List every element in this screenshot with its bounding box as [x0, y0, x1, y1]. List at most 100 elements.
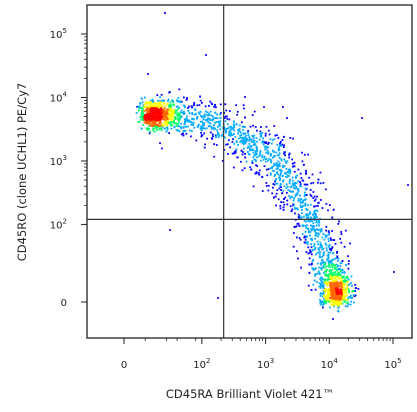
event-dot: [210, 114, 213, 117]
event-dot: [202, 123, 205, 126]
event-dot: [148, 102, 151, 105]
event-dot: [158, 125, 161, 127]
event-dot: [190, 105, 193, 108]
event-dot: [315, 221, 318, 224]
event-dot: [156, 110, 158, 113]
event-dot: [183, 118, 186, 121]
event-dot: [325, 300, 328, 303]
event-dot: [164, 127, 166, 130]
event-dot: [283, 165, 286, 168]
event-dot: [327, 281, 329, 284]
event-dot: [330, 276, 333, 279]
event-dot: [305, 188, 307, 191]
event-dot: [343, 289, 346, 292]
event-dot: [159, 109, 162, 112]
event-dot: [213, 128, 216, 131]
event-dot: [208, 118, 211, 120]
event-dot: [285, 176, 288, 179]
event-dot: [300, 185, 303, 188]
event-dot: [166, 124, 168, 127]
event-dot: [240, 136, 242, 139]
event-dot: [354, 287, 357, 289]
event-dot: [145, 117, 148, 120]
event-dot: [176, 100, 179, 102]
event-dot: [288, 180, 291, 183]
event-dot: [305, 227, 308, 229]
event-dot: [306, 212, 309, 215]
event-dot: [208, 125, 211, 127]
event-dot: [274, 164, 276, 166]
event-dot: [332, 275, 335, 278]
event-dot: [167, 118, 170, 121]
event-dot: [275, 182, 278, 185]
event-dot: [248, 153, 251, 156]
event-dot: [341, 291, 344, 293]
event-dot: [163, 107, 166, 109]
event-dot: [321, 246, 324, 249]
event-dot: [279, 205, 282, 207]
event-dot: [172, 110, 175, 113]
event-dot: [227, 133, 230, 136]
event-dot: [324, 290, 327, 292]
event-dot: [297, 257, 299, 260]
event-dot: [320, 228, 323, 231]
event-dot: [312, 213, 315, 216]
event-dot: [216, 113, 218, 116]
event-dot: [186, 120, 189, 123]
event-dot: [252, 141, 255, 144]
event-dot: [240, 140, 243, 142]
event-dot: [315, 273, 318, 275]
event-dot: [172, 112, 175, 114]
event-dot: [193, 101, 196, 104]
event-dot: [337, 306, 340, 309]
event-dot: [343, 284, 346, 287]
event-dot: [299, 215, 301, 217]
event-dot: [295, 207, 298, 210]
event-dot: [170, 115, 172, 118]
event-dot: [304, 220, 307, 223]
event-dot: [146, 121, 149, 124]
event-dot: [233, 126, 236, 129]
event-dot: [340, 295, 343, 298]
event-dot: [328, 306, 331, 309]
event-dot: [291, 162, 294, 165]
event-dot: [152, 101, 154, 103]
event-dot: [225, 143, 228, 146]
event-dot: [163, 124, 166, 127]
event-dot: [346, 284, 349, 287]
event-dot: [251, 161, 254, 164]
event-dot: [139, 102, 142, 105]
event-dot: [314, 274, 317, 277]
event-dot: [168, 91, 171, 94]
event-dot: [244, 96, 246, 98]
event-dot: [337, 300, 339, 303]
event-dot: [283, 198, 285, 200]
event-dot: [319, 293, 322, 295]
event-dot: [346, 294, 349, 297]
event-dot: [319, 298, 321, 301]
event-dot: [265, 158, 268, 160]
event-dot: [263, 156, 266, 159]
event-dot: [146, 108, 149, 111]
event-dot: [264, 148, 267, 151]
event-dot: [229, 146, 232, 149]
event-dot: [271, 186, 274, 189]
event-dot: [330, 260, 333, 263]
event-dot: [328, 273, 331, 276]
event-dot: [176, 109, 178, 112]
event-dot: [327, 296, 330, 299]
event-dot: [275, 177, 278, 180]
event-dot: [148, 104, 151, 107]
event-dot: [168, 106, 171, 109]
event-dot: [265, 182, 268, 184]
event-dot: [322, 271, 325, 274]
event-dot: [321, 255, 324, 258]
event-dot: [329, 297, 332, 300]
event-dot: [337, 301, 339, 304]
event-dot: [168, 107, 170, 110]
event-dot: [289, 170, 292, 172]
event-dot: [319, 283, 322, 285]
event-dot: [270, 153, 272, 156]
event-dot: [316, 204, 319, 207]
event-dot: [262, 137, 264, 140]
